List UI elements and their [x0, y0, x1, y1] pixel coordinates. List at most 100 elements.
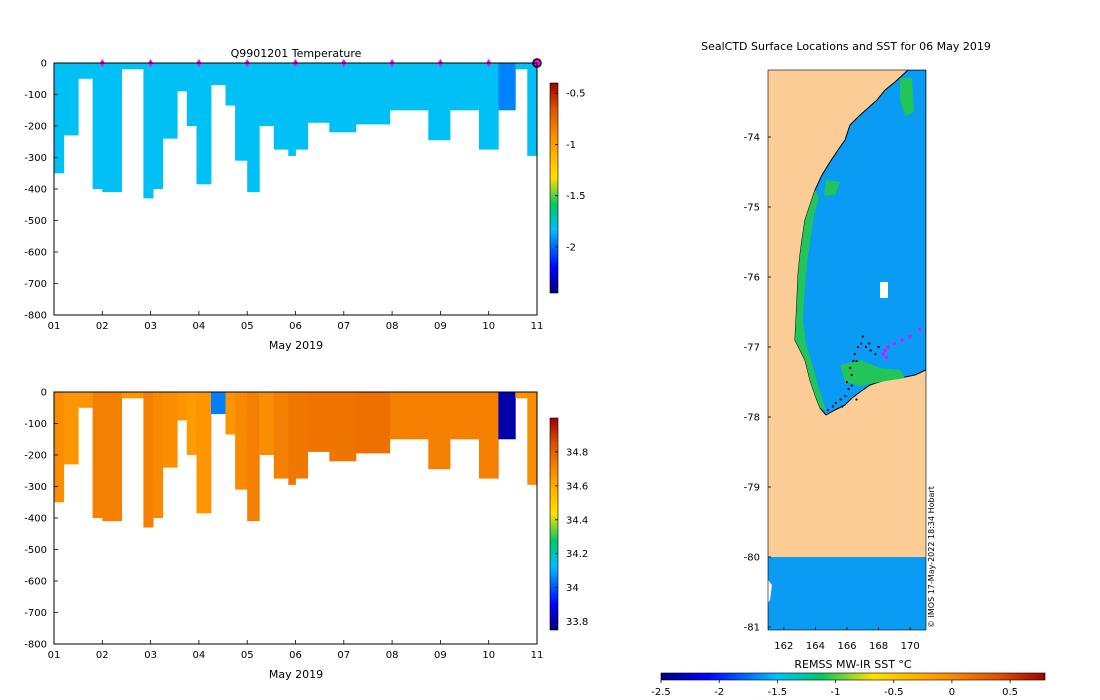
x-tick-label: 06	[289, 650, 302, 661]
seal-surface-point	[849, 366, 852, 370]
seal-track-point	[918, 327, 922, 332]
profile-column	[479, 63, 499, 150]
y-tick-label: -400	[24, 185, 47, 196]
salinity-xlabel: May 2019	[269, 668, 323, 681]
profile-column	[196, 392, 212, 514]
x-tick-label: 10	[482, 650, 495, 661]
y-tick-label: -100	[24, 419, 47, 430]
north-coastal-sst-patch	[900, 78, 914, 116]
seal-track-point	[892, 341, 897, 346]
y-tick-label: 0	[41, 388, 47, 399]
seal-surface-point	[852, 359, 855, 363]
seal-surface-point	[864, 345, 868, 349]
seal-surface-point	[847, 387, 850, 391]
x-tick-label: 04	[193, 650, 206, 661]
profile-column	[153, 63, 164, 189]
seal-track-point	[883, 348, 887, 353]
y-tick-label: 0	[41, 59, 47, 70]
seal-surface-point	[839, 398, 842, 401]
x-tick-label: 07	[337, 650, 350, 661]
lat-tick-label: -79	[744, 483, 760, 494]
x-tick-label: 04	[193, 321, 206, 332]
inlet-sst-patch	[824, 180, 840, 196]
lon-tick-label: 166	[837, 641, 856, 652]
profile-column	[498, 392, 516, 440]
y-tick-label: -500	[24, 216, 47, 227]
y-tick-label: -100	[24, 90, 47, 101]
ice-edge-patch	[768, 580, 772, 603]
x-tick-label: 10	[482, 321, 495, 332]
profile-column	[196, 63, 212, 185]
sst-colorbar-label: REMSS MW-IR SST °C	[794, 658, 912, 671]
lon-tick-label: 168	[869, 641, 888, 652]
x-tick-label: 02	[96, 321, 109, 332]
temperature-panel: Q9901201 Temperature 0 -100 -200 -300 -400 -5…	[24, 47, 585, 352]
profile-column	[92, 392, 103, 518]
seal-surface-point	[850, 384, 853, 387]
y-tick-label: -400	[24, 514, 47, 525]
seal-surface-point	[855, 359, 858, 363]
y-tick-label: -800	[24, 640, 47, 651]
y-tick-label: -600	[24, 248, 47, 259]
x-tick-label: 06	[289, 321, 302, 332]
map-title: SealCTD Surface Locations and SST for 06…	[701, 40, 991, 53]
seal-surface-point	[861, 335, 864, 338]
y-tick-label: -500	[24, 545, 47, 556]
seal-surface-point	[834, 401, 838, 405]
profile-column	[225, 392, 236, 435]
profile-column	[102, 63, 122, 193]
profile-column	[389, 63, 429, 111]
sst-colorbar-tick-label: 0	[949, 687, 955, 698]
seal-track-point	[881, 352, 885, 356]
sst-colorbar-tick-label: -2	[714, 687, 724, 698]
profile-column	[527, 392, 538, 485]
colorbar-tick-label: -0.5	[566, 89, 586, 100]
profile-column	[186, 392, 197, 455]
lat-tick-label: -77	[744, 343, 760, 354]
imos-credit: © IMOS 17-May-2022 18:34 Hobart	[927, 486, 936, 628]
colorbar-tick-label: 34.2	[566, 549, 588, 560]
profile-column	[186, 63, 197, 126]
profile-column	[121, 63, 144, 70]
lon-tick-label: 164	[806, 641, 825, 652]
colorbar-tick-label: -2	[566, 242, 576, 253]
profile-column	[428, 63, 451, 141]
y-tick-label: -700	[24, 608, 47, 619]
x-tick-label: 11	[531, 321, 544, 332]
colorbar-tick-label: -1	[566, 140, 576, 151]
seal-surface-point	[831, 405, 834, 408]
profile-column	[162, 63, 178, 139]
temperature-xlabel: May 2019	[269, 339, 323, 352]
profile-column	[355, 392, 391, 454]
profile-column	[177, 63, 188, 92]
profile-column	[288, 63, 296, 156]
mcmurdo-sst-patch	[840, 360, 905, 386]
y-tick-label: -800	[24, 311, 47, 322]
seal-track-point	[884, 355, 889, 360]
x-tick-label: 03	[144, 650, 157, 661]
profile-column	[153, 392, 164, 518]
profile-column	[121, 392, 144, 399]
profile-column	[177, 392, 188, 421]
profile-column	[329, 392, 357, 462]
profile-column	[307, 63, 330, 123]
profile-column	[235, 392, 248, 490]
profile-column	[63, 63, 79, 136]
profile-column	[389, 392, 429, 440]
x-tick-label: 05	[241, 321, 254, 332]
profile-column	[247, 63, 260, 193]
lat-tick-label: -74	[744, 133, 760, 144]
colorbar-tick-label: 34.8	[566, 447, 588, 458]
lat-tick-label: -75	[744, 203, 760, 214]
profile-column	[498, 63, 516, 111]
temperature-colorbar	[549, 82, 559, 294]
profile-column	[259, 63, 275, 126]
profile-column	[143, 63, 154, 199]
seal-surface-point	[844, 394, 847, 398]
coastal-warm-sst-strip	[795, 190, 826, 410]
seal-surface-point	[874, 352, 877, 356]
seal-surface-point	[845, 380, 849, 384]
seal-surface-point	[850, 373, 853, 377]
